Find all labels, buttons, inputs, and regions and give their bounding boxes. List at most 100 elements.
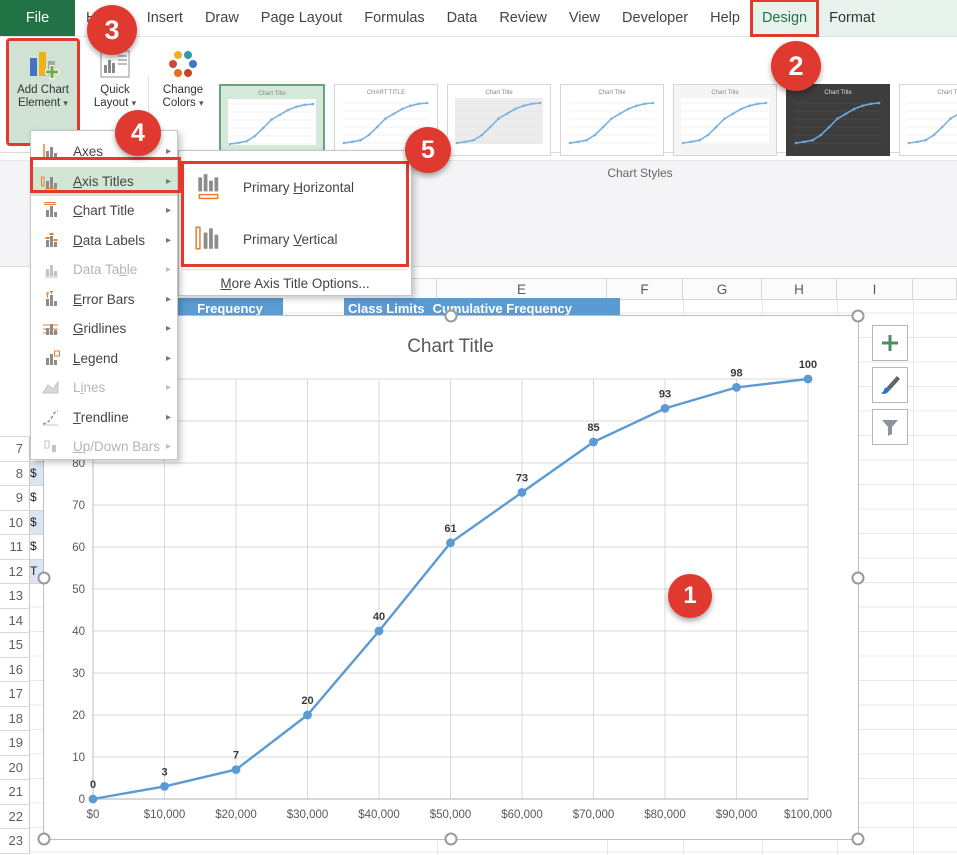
column-header-h[interactable]: H	[762, 278, 837, 300]
row-header-21[interactable]: 21	[0, 780, 30, 805]
chart-style-thumbnail-4[interactable]: Chart Title	[560, 84, 664, 156]
row-header-17[interactable]: 17	[0, 682, 30, 707]
svg-text:$50,000: $50,000	[430, 809, 472, 821]
add-chart-element-icon	[26, 44, 60, 84]
menu-item-axis-titles[interactable]: Axis Titles ▸	[31, 166, 177, 196]
tab-design[interactable]: Design	[749, 0, 820, 37]
tab-insert[interactable]: Insert	[146, 10, 183, 26]
column-header-e[interactable]: E	[437, 278, 607, 300]
svg-text:Chart Title: Chart Title	[407, 336, 494, 357]
row-header-16[interactable]: 16	[0, 657, 30, 682]
tab-data[interactable]: Data	[446, 10, 478, 26]
error-bars-icon	[41, 290, 61, 308]
data-labels-icon	[41, 232, 61, 249]
menu-item-axes[interactable]: Axes ▸	[31, 137, 177, 167]
tab-draw[interactable]: Draw	[204, 10, 239, 26]
menu-item-trendline[interactable]: Trendline ▸	[31, 403, 177, 433]
svg-text:50: 50	[72, 584, 85, 596]
chart-style-thumbnail-3[interactable]: Chart Title	[447, 84, 551, 156]
row-header-18[interactable]: 18	[0, 706, 30, 731]
svg-text:$10,000: $10,000	[144, 809, 186, 821]
chart-style-thumbnail-6[interactable]: Chart Title	[786, 84, 890, 156]
chart-elements-button[interactable]	[872, 325, 908, 361]
submenu-arrow-icon: ▸	[165, 234, 171, 246]
row-header-7[interactable]: 7	[0, 437, 30, 462]
gridlines-icon	[41, 320, 61, 337]
column-header-f[interactable]: F	[607, 278, 683, 300]
svg-text:Chart Title: Chart Title	[937, 90, 957, 96]
tab-page-layout[interactable]: Page Layout	[260, 10, 343, 26]
column-gridline	[913, 300, 914, 855]
svg-text:20: 20	[301, 695, 313, 707]
menu-item-more-axis-title-options[interactable]: More Axis Title Options...	[220, 275, 370, 291]
chart-style-thumbnail-7[interactable]: Chart Title	[899, 84, 957, 156]
annotation-badge-5: 5	[405, 127, 451, 173]
ribbon-content: Add Chart Element ▾ Quick Layout ▾	[0, 36, 957, 182]
tab-formulas[interactable]: Formulas	[364, 10, 425, 26]
change-colors-icon	[166, 44, 200, 84]
menu-item-primary-vertical[interactable]: Primary Vertical	[179, 213, 411, 265]
menu-item-primary-horizontal[interactable]: Primary Horizontal	[179, 161, 411, 213]
chart-resize-handle-top-right[interactable]	[851, 309, 865, 323]
chart-resize-handle-right[interactable]	[851, 571, 865, 585]
row-header-20[interactable]: 20	[0, 755, 30, 780]
chart-resize-handle-left[interactable]	[37, 571, 51, 585]
ribbon-tab-strip: FileHomeInsertDrawPage LayoutFormulasDat…	[0, 0, 957, 37]
row-header-23[interactable]: 23	[0, 829, 30, 854]
add-chart-element-button[interactable]: Add Chart Element ▾	[6, 38, 80, 146]
row-header-9[interactable]: 9	[0, 486, 30, 511]
svg-text:3: 3	[161, 766, 167, 778]
tab-review[interactable]: Review	[499, 10, 547, 26]
menu-item-gridlines[interactable]: Gridlines ▸	[31, 314, 177, 344]
svg-text:98: 98	[730, 367, 742, 379]
cell-column-a[interactable]: $	[30, 510, 43, 535]
menu-item-error-bars[interactable]: Error Bars ▸	[31, 285, 177, 315]
row-header-11[interactable]: 11	[0, 535, 30, 560]
chart-style-thumbnail-5[interactable]: Chart Title	[673, 84, 777, 156]
chart-resize-handle-bottom-right[interactable]	[851, 832, 865, 846]
column-header-i[interactable]: I	[837, 278, 913, 300]
dropdown-arrow-icon: ▾	[131, 98, 137, 108]
chart-area[interactable]: Chart Title0102030405060708090100$0$10,0…	[37, 309, 865, 846]
column-header-partial[interactable]	[410, 278, 437, 300]
cell-column-a[interactable]: $	[30, 486, 43, 511]
row-header-13[interactable]: 13	[0, 584, 30, 609]
tab-view[interactable]: View	[568, 10, 601, 26]
row-header-12[interactable]: 12	[0, 559, 30, 584]
row-header-15[interactable]: 15	[0, 633, 30, 658]
menu-item-chart-title[interactable]: Chart Title ▸	[31, 196, 177, 226]
submenu-arrow-icon: ▸	[165, 323, 171, 335]
row-header-14[interactable]: 14	[0, 608, 30, 633]
svg-text:93: 93	[659, 388, 671, 400]
menu-item-legend[interactable]: Legend ▸	[31, 344, 177, 374]
add-chart-element-label-2: Element ▾	[18, 97, 68, 109]
svg-text:40: 40	[373, 611, 385, 623]
svg-text:CHART TITLE: CHART TITLE	[367, 90, 405, 96]
column-header-partial[interactable]	[913, 278, 957, 300]
annotation-badge-2: 2	[771, 41, 821, 91]
tab-help[interactable]: Help	[710, 10, 740, 26]
change-colors-button[interactable]: Change Colors ▾	[152, 40, 214, 144]
svg-text:$0: $0	[87, 809, 100, 821]
row-header-22[interactable]: 22	[0, 804, 30, 829]
chart-resize-handle-bottom-left[interactable]	[37, 832, 51, 846]
chart-style-thumbnail-1[interactable]: Chart Title	[219, 84, 325, 156]
cell-column-a[interactable]: $	[30, 461, 43, 486]
column-header-g[interactable]: G	[683, 278, 762, 300]
row-header-8[interactable]: 8	[0, 461, 30, 486]
chart-resize-handle-top[interactable]	[444, 309, 458, 323]
tab-file[interactable]: File	[0, 0, 75, 36]
tab-format[interactable]: Format	[829, 10, 876, 26]
chart-style-button[interactable]	[872, 367, 908, 403]
quick-layout-label-1: Quick	[100, 84, 130, 96]
row-header-10[interactable]: 10	[0, 510, 30, 535]
submenu-arrow-icon: ▸	[165, 264, 171, 276]
menu-item-data-labels[interactable]: Data Labels ▸	[31, 226, 177, 256]
chart-resize-handle-bottom[interactable]	[444, 832, 458, 846]
row-header-19[interactable]: 19	[0, 731, 30, 756]
brush-icon	[881, 376, 900, 394]
cell-column-a[interactable]: $	[30, 535, 43, 560]
chart-filter-button[interactable]	[872, 409, 908, 445]
tab-developer[interactable]: Developer	[622, 10, 689, 26]
